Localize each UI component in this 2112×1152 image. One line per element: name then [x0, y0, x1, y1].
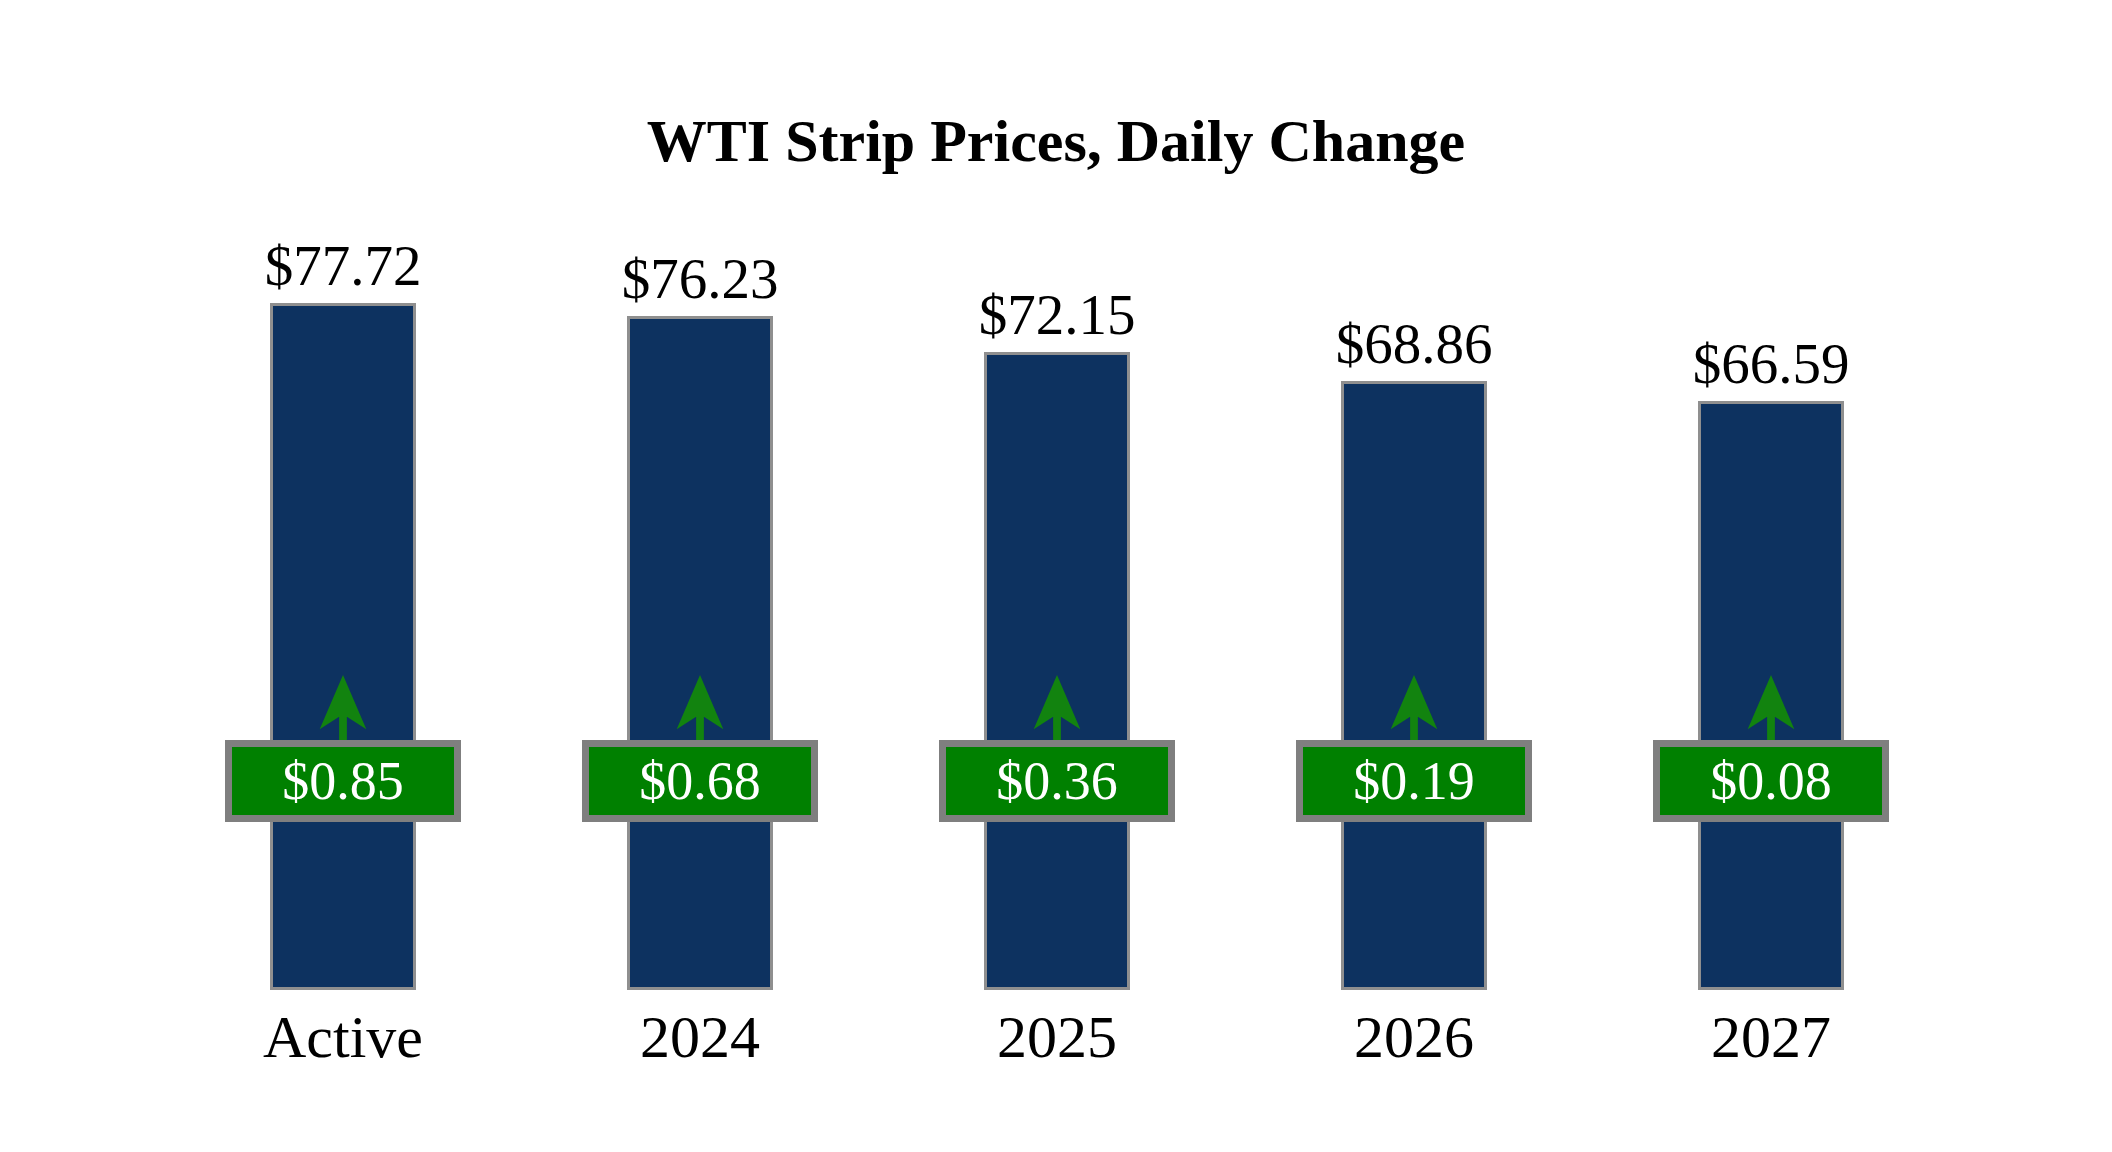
chart-title: WTI Strip Prices, Daily Change [0, 108, 2112, 174]
category-label: 2025 [887, 1004, 1227, 1070]
price-label: $77.72 [193, 233, 493, 299]
wti-strip-price-chart: WTI Strip Prices, Daily Change $77.72 $0… [0, 0, 2112, 1152]
price-bar [627, 316, 773, 990]
category-label: 2024 [530, 1004, 870, 1070]
price-label: $76.23 [550, 246, 850, 312]
daily-change-label: $0.08 [1710, 754, 1832, 808]
category-label: Active [173, 1004, 513, 1070]
daily-change-badge: $0.36 [939, 740, 1175, 822]
price-bar [270, 303, 416, 990]
category-label: 2026 [1244, 1004, 1584, 1070]
price-label: $72.15 [907, 282, 1207, 348]
daily-change-badge: $0.68 [582, 740, 818, 822]
up-arrow-icon [670, 674, 730, 742]
up-arrow-icon [1027, 674, 1087, 742]
daily-change-badge: $0.08 [1653, 740, 1889, 822]
daily-change-label: $0.68 [639, 754, 761, 808]
daily-change-label: $0.36 [996, 754, 1118, 808]
up-arrow-icon [1384, 674, 1444, 742]
price-bar [984, 352, 1130, 990]
price-label: $68.86 [1264, 311, 1564, 377]
price-label: $66.59 [1621, 331, 1921, 397]
daily-change-label: $0.19 [1353, 754, 1475, 808]
up-arrow-icon [313, 674, 373, 742]
category-label: 2027 [1601, 1004, 1941, 1070]
daily-change-badge: $0.85 [225, 740, 461, 822]
daily-change-label: $0.85 [282, 754, 404, 808]
up-arrow-icon [1741, 674, 1801, 742]
daily-change-badge: $0.19 [1296, 740, 1532, 822]
